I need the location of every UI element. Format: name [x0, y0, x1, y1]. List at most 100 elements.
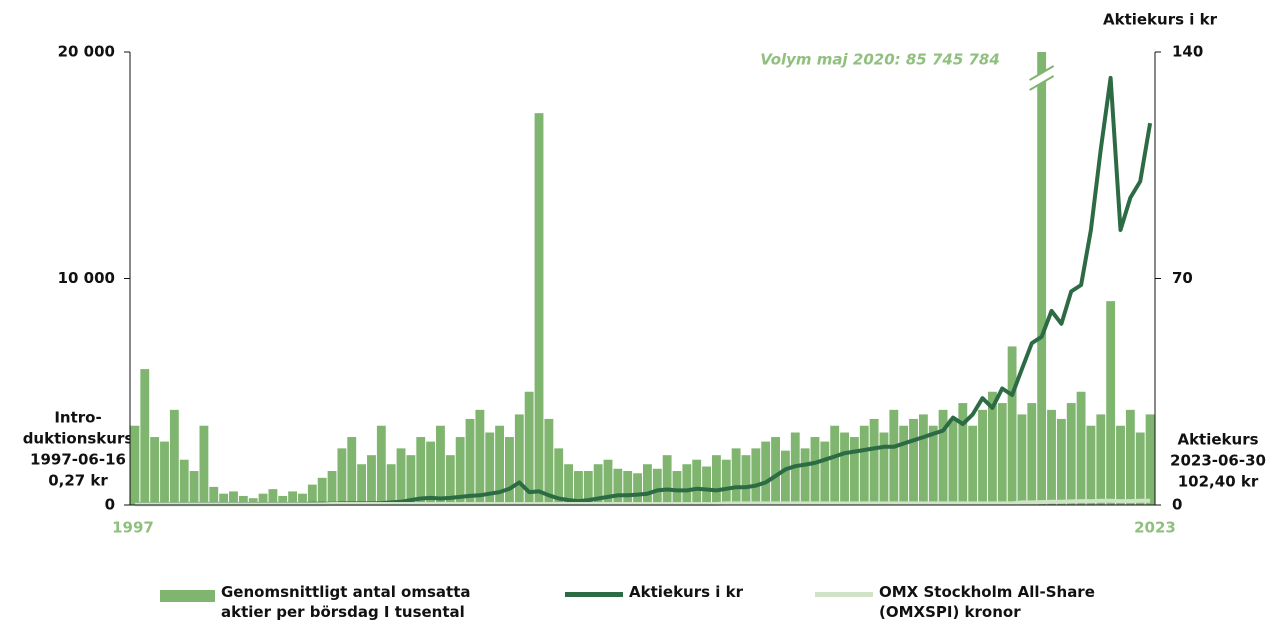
bar [514, 414, 524, 505]
legend-item: Genomsnittligt antal omsatta aktier per … [160, 582, 501, 622]
bar [1076, 391, 1086, 505]
legend-label: Genomsnittligt antal omsatta aktier per … [221, 583, 471, 621]
chart: Aktiekurs i kr Volym maj 2020: 85 745 78… [23, 11, 1266, 537]
bar [830, 425, 840, 505]
bar [1066, 403, 1076, 505]
x-tick-label: 1997 [112, 519, 154, 537]
legend-item: Aktiekurs i kr [565, 582, 829, 602]
break-gap [1029, 68, 1055, 88]
bar [258, 493, 268, 505]
bar [426, 441, 436, 505]
bar [238, 495, 248, 505]
note-line: 2023-06-30 [1170, 452, 1266, 470]
bar [603, 459, 613, 505]
bar [199, 425, 209, 505]
legend-item: OMX Stockholm All-Share (OMXSPI) kronor [815, 582, 1139, 622]
intro-annotation: Intro-duktionskurs 1997-06-16 0,27 kr [23, 409, 134, 490]
bar [307, 484, 317, 505]
bar [968, 425, 978, 505]
legend-swatch [565, 592, 623, 597]
bar [928, 425, 938, 505]
bar [564, 464, 574, 505]
y2-tick-label: 140 [1172, 43, 1203, 61]
bar [889, 409, 899, 505]
end-annotation: Aktiekurs 2023-06-30 102,40 kr [1170, 431, 1266, 491]
bar [505, 437, 514, 505]
bar [554, 448, 564, 505]
bar [169, 409, 179, 505]
bar [1096, 414, 1106, 505]
bar [524, 391, 534, 505]
bar [1027, 403, 1037, 505]
bar [978, 409, 987, 505]
break-mark [1029, 65, 1055, 81]
bar [317, 477, 327, 505]
bar [475, 409, 485, 505]
bar [672, 471, 682, 505]
bar [179, 459, 189, 505]
bar [1047, 409, 1056, 505]
y-tick-label: 0 [105, 496, 115, 514]
note-line: duktionskurs [23, 430, 134, 448]
note-line: Aktiekurs [1177, 431, 1258, 449]
x-tick-label: 2023 [1134, 519, 1176, 537]
bar [298, 493, 307, 505]
bar [820, 441, 830, 505]
bar [455, 437, 465, 505]
bar [948, 418, 958, 505]
bar [721, 459, 731, 505]
bar [682, 464, 692, 505]
bar [1037, 52, 1047, 505]
legend-swatch [160, 590, 215, 602]
bar [357, 464, 367, 505]
bar [593, 464, 603, 505]
bar [436, 425, 445, 505]
bar [692, 459, 702, 505]
bar [987, 391, 997, 505]
bar [899, 425, 909, 505]
bar [958, 403, 968, 505]
bar [623, 471, 633, 505]
bar [849, 437, 859, 505]
y-tick-label: 10 000 [58, 269, 115, 287]
bar [1125, 409, 1135, 505]
bar [741, 455, 751, 505]
bar [485, 432, 495, 505]
bar [406, 455, 416, 505]
line [134, 498, 1151, 507]
bar [771, 437, 780, 505]
bar [1116, 425, 1125, 505]
bar [465, 418, 475, 505]
break-mark [1029, 75, 1055, 91]
legend-label: Aktiekurs i kr [629, 583, 744, 601]
bar [918, 414, 928, 505]
bar [909, 418, 918, 505]
bar [633, 473, 642, 505]
bar [800, 448, 810, 505]
bar [613, 468, 623, 505]
bar [544, 418, 554, 505]
bar [229, 491, 238, 505]
bar [278, 495, 288, 505]
bar [1145, 414, 1155, 505]
bar [1106, 301, 1116, 505]
bar [574, 471, 583, 505]
bar [879, 432, 889, 505]
bar [859, 425, 869, 505]
note-line: 102,40 kr [1178, 473, 1259, 491]
bar [652, 468, 662, 505]
bar [140, 369, 150, 505]
bar [130, 425, 140, 505]
bar [209, 486, 219, 505]
bar [534, 113, 544, 505]
y2-tick-label: 0 [1172, 496, 1182, 514]
bar [731, 448, 741, 505]
annotation: Volym maj 2020: 85 745 784 [760, 51, 1000, 69]
bar [869, 418, 879, 505]
bar [780, 450, 790, 505]
note-line: 0,27 kr [48, 472, 108, 490]
bar [248, 498, 258, 505]
bar [790, 432, 800, 505]
bar [643, 464, 652, 505]
